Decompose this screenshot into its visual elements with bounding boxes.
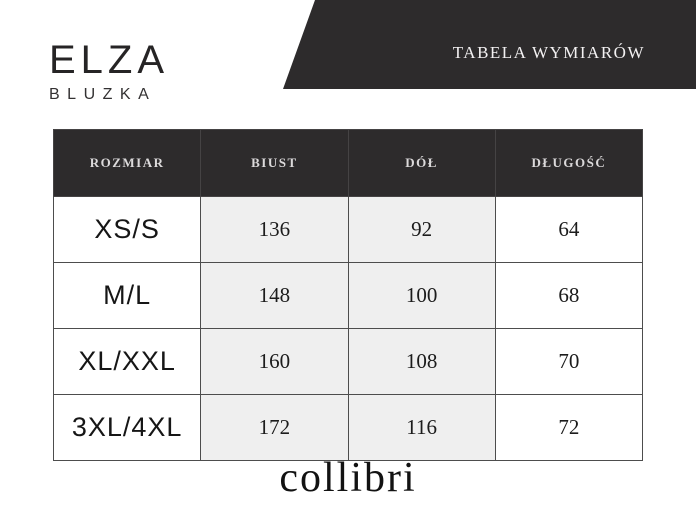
col-header-dlugosc: DŁUGOŚĆ: [494, 129, 644, 197]
table-row: XL/XXL 160 108 70: [52, 328, 644, 395]
col-header-biust: BIUST: [200, 129, 349, 197]
table-row: M/L 148 100 68: [52, 262, 644, 329]
dlugosc-value: 64: [494, 196, 644, 263]
biust-value: 172: [200, 394, 349, 461]
biust-value: 148: [200, 262, 349, 329]
brand-block: ELZA BLUZKA: [49, 40, 169, 103]
table-header-row: ROZMIAR BIUST DÓŁ DŁUGOŚĆ: [52, 129, 644, 197]
size-cell: XL/XXL: [52, 328, 202, 395]
size-table: ROZMIAR BIUST DÓŁ DŁUGOŚĆ XS/S 136 92 64…: [52, 129, 644, 461]
dlugosc-value: 72: [494, 394, 644, 461]
biust-value: 136: [200, 196, 349, 263]
product-name: ELZA: [49, 38, 170, 82]
dol-value: 116: [347, 394, 496, 461]
dol-value: 100: [347, 262, 496, 329]
brand-logo: collibri: [279, 455, 417, 501]
dol-value: 92: [347, 196, 496, 263]
dlugosc-value: 70: [494, 328, 644, 395]
size-cell: 3XL/4XL: [52, 394, 202, 461]
biust-value: 160: [200, 328, 349, 395]
banner-title: TABELA WYMIARÓW: [452, 42, 645, 62]
title-banner: TABELA WYMIARÓW: [283, 0, 696, 89]
size-cell: XS/S: [52, 196, 202, 263]
dol-value: 108: [347, 328, 496, 395]
table-row: XS/S 136 92 64: [52, 196, 644, 263]
table-row: 3XL/4XL 172 116 72: [52, 394, 644, 461]
col-header-rozmiar: ROZMIAR: [52, 129, 202, 197]
col-header-dol: DÓŁ: [347, 129, 496, 197]
dlugosc-value: 68: [494, 262, 644, 329]
product-type: BLUZKA: [49, 86, 157, 103]
size-cell: M/L: [52, 262, 202, 329]
